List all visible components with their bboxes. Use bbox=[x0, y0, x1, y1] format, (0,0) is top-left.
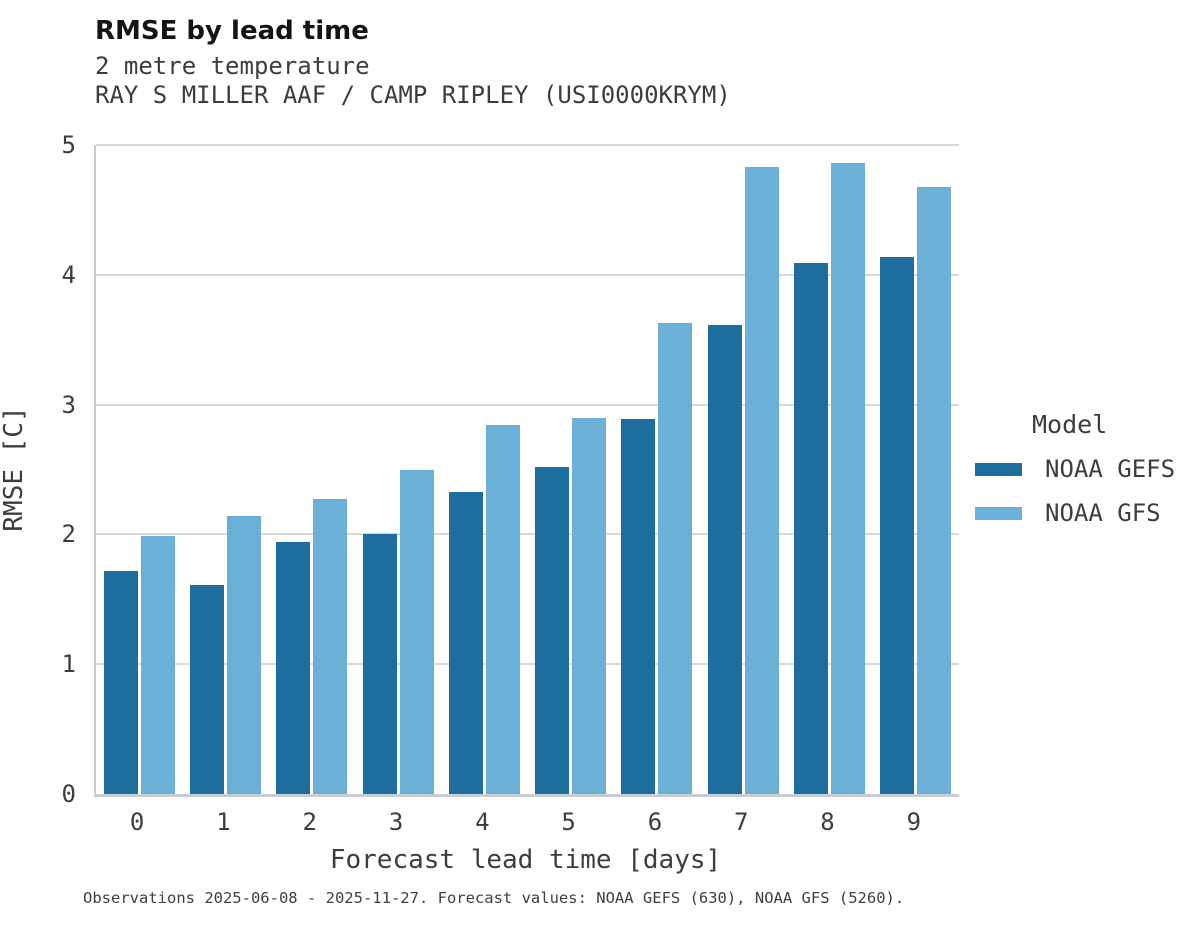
bar-noaa-gefs-lead-6 bbox=[621, 418, 656, 794]
legend-title: Model bbox=[1032, 410, 1108, 439]
x-tick-label-8: 8 bbox=[820, 808, 835, 836]
bar-group-0 bbox=[96, 145, 182, 794]
bar-noaa-gfs-lead-5 bbox=[572, 417, 607, 794]
bar-group-2 bbox=[269, 145, 355, 794]
gridline-y-3 bbox=[96, 403, 959, 406]
bar-noaa-gefs-lead-1 bbox=[189, 585, 224, 794]
x-axis-title: Forecast lead time [days] bbox=[329, 845, 722, 875]
legend-entry-noaa-gefs: NOAA GEFS bbox=[975, 457, 1175, 481]
bar-noaa-gefs-lead-5 bbox=[535, 466, 570, 794]
y-tick-label-5: 5 bbox=[61, 131, 76, 159]
gridline-y-1 bbox=[96, 663, 959, 666]
chart-subtitle-station: RAY S MILLER AAF / CAMP RIPLEY (USI0000K… bbox=[95, 81, 731, 109]
bar-noaa-gfs-lead-9 bbox=[917, 186, 952, 794]
chart-subtitle-variable: 2 metre temperature bbox=[95, 52, 370, 80]
y-tick-label-4: 4 bbox=[61, 260, 76, 289]
legend-label: NOAA GFS bbox=[1045, 499, 1161, 527]
legend: Model NOAA GEFS NOAA GFS bbox=[975, 412, 1175, 525]
gridline-y-4 bbox=[96, 273, 959, 276]
bar-group-9 bbox=[873, 145, 959, 794]
bar-noaa-gefs-lead-9 bbox=[880, 256, 915, 794]
x-tick-label-1: 1 bbox=[216, 808, 231, 836]
bar-noaa-gefs-lead-0 bbox=[103, 570, 138, 794]
bar-group-5 bbox=[527, 145, 613, 794]
bar-noaa-gefs-lead-8 bbox=[794, 263, 829, 794]
plot-area bbox=[94, 144, 959, 797]
y-tick-label-2: 2 bbox=[61, 520, 76, 549]
x-tick-label-3: 3 bbox=[388, 808, 404, 836]
bar-noaa-gefs-lead-2 bbox=[276, 542, 311, 794]
bar-noaa-gefs-lead-4 bbox=[448, 491, 483, 794]
bar-group-4 bbox=[441, 145, 527, 794]
bar-group-3 bbox=[355, 145, 441, 794]
legend-swatch-icon bbox=[975, 506, 1022, 520]
bar-noaa-gfs-lead-4 bbox=[485, 425, 520, 794]
legend-label: NOAA GEFS bbox=[1045, 455, 1176, 483]
bar-noaa-gfs-lead-7 bbox=[744, 167, 779, 794]
bar-noaa-gfs-lead-2 bbox=[313, 499, 348, 794]
bar-noaa-gfs-lead-1 bbox=[226, 516, 261, 794]
bar-group-7 bbox=[700, 145, 786, 794]
y-tick-label-3: 3 bbox=[61, 390, 76, 419]
legend-entries: NOAA GEFS NOAA GFS bbox=[975, 457, 1175, 525]
y-axis-tick-labels: 0 1 2 3 4 5 bbox=[0, 133, 76, 806]
chart-title: RMSE by lead time bbox=[95, 16, 369, 46]
x-tick-label-5: 5 bbox=[561, 808, 576, 836]
x-axis-tick-labels: 0 1 2 3 4 5 6 7 8 9 bbox=[94, 808, 957, 837]
bar-group-6 bbox=[614, 145, 700, 794]
x-tick-label-9: 9 bbox=[906, 808, 922, 836]
bar-noaa-gefs-lead-7 bbox=[707, 325, 742, 794]
x-tick-label-7: 7 bbox=[734, 808, 749, 836]
bar-noaa-gefs-lead-3 bbox=[362, 534, 397, 794]
bar-group-8 bbox=[786, 145, 872, 794]
bar-group-1 bbox=[182, 145, 268, 794]
gridline-y-2 bbox=[96, 533, 959, 536]
bar-groups bbox=[96, 145, 959, 794]
bar-noaa-gfs-lead-3 bbox=[399, 469, 434, 794]
x-tick-label-0: 0 bbox=[129, 808, 145, 836]
footer-note: Observations 2025-06-08 - 2025-11-27. Fo… bbox=[83, 889, 905, 907]
bar-noaa-gfs-lead-8 bbox=[831, 163, 866, 794]
x-tick-label-2: 2 bbox=[302, 808, 317, 836]
legend-swatch-icon bbox=[975, 462, 1022, 476]
gridline-y-5 bbox=[96, 144, 959, 146]
x-tick-label-4: 4 bbox=[475, 808, 490, 836]
bar-noaa-gfs-lead-0 bbox=[140, 535, 175, 794]
x-tick-label-6: 6 bbox=[647, 808, 663, 836]
bar-noaa-gfs-lead-6 bbox=[658, 322, 693, 794]
y-tick-label-1: 1 bbox=[61, 650, 76, 679]
y-tick-label-0: 0 bbox=[61, 780, 76, 808]
legend-entry-noaa-gfs: NOAA GFS bbox=[975, 501, 1175, 525]
